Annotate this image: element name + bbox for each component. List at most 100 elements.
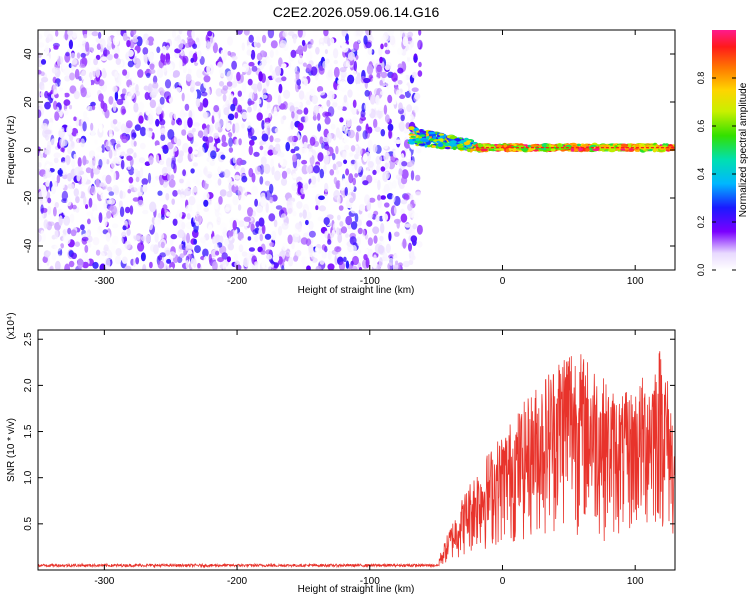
heatmap-cell (376, 164, 381, 174)
heatmap-cell (187, 243, 193, 249)
spectrogram-xtick-label: -300 (94, 276, 114, 287)
heatmap-cell (337, 233, 343, 244)
heatmap-cell (154, 175, 160, 181)
heatmap-cell (401, 169, 409, 180)
heatmap-cell (214, 244, 219, 250)
heatmap-cell (45, 170, 52, 178)
heatmap-cell (125, 206, 131, 214)
heatmap-cell (333, 223, 337, 231)
heatmap-cell (144, 92, 150, 100)
heatmap-cell (349, 236, 357, 245)
heatmap-cell (397, 67, 404, 74)
heatmap-cell (274, 170, 281, 181)
heatmap-cell (274, 138, 281, 143)
spectrogram-xtick-label: -200 (227, 276, 247, 287)
heatmap-cell (108, 149, 113, 159)
heatmap-cell (205, 242, 212, 247)
heatmap-cell (234, 174, 241, 180)
heatmap-cell (248, 167, 254, 178)
heatmap-cell (220, 154, 226, 160)
heatmap-cell (352, 255, 359, 266)
heatmap-cell (59, 90, 65, 101)
heatmap-cell (627, 143, 632, 148)
heatmap-cell (620, 143, 627, 148)
heatmap-cell (67, 183, 75, 189)
heatmap-cell (329, 54, 334, 60)
heatmap-cell (305, 219, 309, 226)
heatmap-cell (223, 107, 230, 116)
heatmap-cell (395, 89, 401, 97)
heatmap-cell (207, 224, 213, 235)
heatmap-cell (368, 248, 373, 258)
heatmap-cell (54, 229, 59, 240)
heatmap-cell (265, 202, 269, 213)
heatmap-cell (67, 30, 74, 36)
heatmap-cell (259, 176, 264, 185)
heatmap-cell (195, 169, 203, 178)
heatmap-cell (75, 140, 80, 151)
heatmap-cell (401, 161, 408, 167)
heatmap-cell (51, 174, 55, 182)
heatmap-cell (41, 76, 49, 83)
heatmap-cell (286, 204, 294, 215)
heatmap-cell (418, 143, 426, 146)
heatmap-cell (75, 132, 80, 142)
heatmap-cell (92, 210, 98, 218)
heatmap-cell (202, 248, 209, 258)
heatmap-cell (86, 211, 93, 216)
heatmap-cell (326, 132, 332, 144)
heatmap-cell (246, 49, 252, 56)
heatmap-cell (384, 171, 390, 179)
heatmap-cell (195, 98, 201, 108)
heatmap-cell (324, 116, 331, 125)
heatmap-cell (437, 142, 444, 147)
heatmap-cell (137, 69, 144, 78)
heatmap-cell (298, 54, 304, 63)
heatmap-cell (177, 119, 183, 126)
heatmap-cell (383, 256, 390, 262)
heatmap-cell (274, 128, 279, 133)
heatmap-cell (197, 262, 201, 269)
heatmap-cell (363, 77, 371, 84)
heatmap-cell (71, 30, 78, 38)
heatmap-cell (54, 202, 59, 208)
heatmap-cell (38, 162, 42, 168)
heatmap-cell (347, 129, 355, 139)
heatmap-cell (317, 152, 324, 162)
heatmap-cell (163, 102, 170, 112)
heatmap-cell (275, 49, 279, 56)
heatmap-cell (193, 186, 198, 193)
heatmap-cell (183, 119, 188, 131)
heatmap-cell (151, 88, 159, 96)
heatmap-cell (337, 214, 341, 221)
heatmap-cell (149, 63, 155, 70)
heatmap-cell (56, 174, 61, 184)
heatmap-cell (129, 205, 134, 215)
heatmap-cell (403, 74, 407, 83)
heatmap-cell (217, 257, 224, 263)
heatmap-cell (112, 85, 118, 93)
heatmap-cell (391, 193, 396, 203)
heatmap-cell (144, 234, 151, 244)
heatmap-cell (261, 94, 268, 100)
heatmap-cell (182, 65, 187, 74)
heatmap-cell (256, 205, 263, 214)
heatmap-cell (410, 235, 418, 243)
heatmap-cell (405, 228, 412, 235)
heatmap-cell (133, 181, 139, 192)
heatmap-cell (546, 143, 550, 147)
heatmap-cell (130, 70, 137, 81)
snr-panel: -300 -200 -100 0 100 0.5 1.0 1.5 2.0 2.5 Height o… (6, 312, 676, 595)
heatmap-cell (318, 90, 326, 96)
heatmap-cell (353, 41, 360, 52)
heatmap-cell (111, 223, 119, 229)
heatmap-cell (190, 57, 195, 63)
heatmap-cell (275, 205, 283, 210)
heatmap-cell (166, 157, 172, 168)
heatmap-cell (137, 199, 144, 207)
heatmap-cell (202, 111, 210, 119)
heatmap-cell (418, 61, 422, 68)
heatmap-cell (192, 127, 196, 133)
heatmap-cell (230, 103, 236, 112)
heatmap-cell (302, 62, 307, 67)
